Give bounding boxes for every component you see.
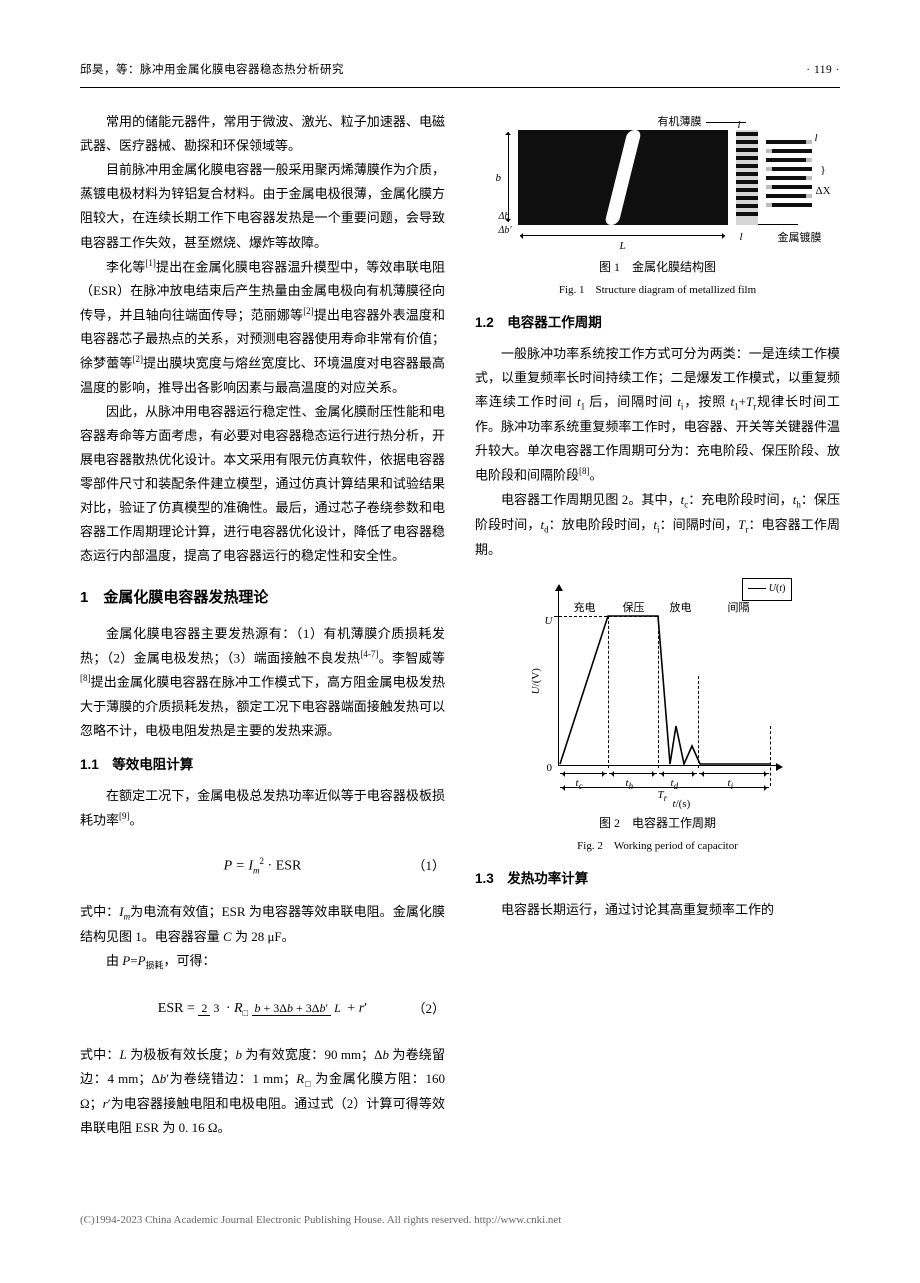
- subsection-heading: 1.1 等效电阻计算: [80, 753, 445, 778]
- waveform: [558, 586, 778, 766]
- figure-1-caption-zh: 图 1 金属化膜结构图: [475, 256, 840, 278]
- running-head: 邱昊，等：脉冲用金属化膜电容器稳态热分析研究 · 119 ·: [80, 60, 840, 88]
- para: 由 P=P损耗，可得：: [80, 949, 445, 974]
- equation-2: ESR = 23 · R□ b + 3Δb + 3Δb′L + r′ （2）: [80, 987, 445, 1031]
- para: 式中：Im为电流有效值；ESR 为电容器等效串联电阻。金属化膜结构见图 1。电容…: [80, 900, 445, 949]
- figure-1: 有机薄膜 l l }ΔX b: [475, 110, 840, 301]
- para: 李化等[1]提出在金属化膜电容器温升模型中，等效串联电阻（ESR）在脉冲放电结束…: [80, 255, 445, 400]
- para: 金属化膜电容器主要发热源有：（1）有机薄膜介质损耗发热；（2）金属电极发热；（3…: [80, 622, 445, 743]
- para: 常用的储能元器件，常用于微波、激光、粒子加速器、电磁武器、医疗器械、勘探和环保领…: [80, 110, 445, 158]
- page-footer: (C)1994-2023 China Academic Journal Elec…: [80, 1210, 840, 1230]
- figure-2-caption-en: Fig. 2 Working period of capacitor: [475, 836, 840, 856]
- para: 因此，从脉冲用电容器运行稳定性、金属化膜耐压性能和电容器寿命等方面考虑，有必要对…: [80, 400, 445, 568]
- figure-1-graphic: 有机薄膜 l l }ΔX b: [488, 110, 828, 250]
- runhead-left: 邱昊，等：脉冲用金属化膜电容器稳态热分析研究: [80, 60, 344, 81]
- para: 电容器长期运行，通过讨论其高重复频率工作的: [475, 898, 840, 922]
- runhead-right: · 119 ·: [806, 60, 840, 81]
- para: 在额定工况下，金属电极总发热功率近似等于电容器极板损耗功率[9]。: [80, 784, 445, 832]
- figure-1-caption-en: Fig. 1 Structure diagram of metallized f…: [475, 280, 840, 300]
- equation-1: P = Im2 · ESR （1）: [80, 844, 445, 888]
- figure-2: U(t) U/(V) U 0 t/(s) 充电 保压 放电 间隔 tc th: [475, 576, 840, 857]
- subsection-heading: 1.3 发热功率计算: [475, 867, 840, 892]
- para: 电容器工作周期见图 2。其中，tc：充电阶段时间，th：保压阶段时间，td：放电…: [475, 488, 840, 563]
- para: 一般脉冲功率系统按工作方式可分为两类：一是连续工作模式，以重复频率长时间持续工作…: [475, 342, 840, 488]
- figure-2-graphic: U(t) U/(V) U 0 t/(s) 充电 保压 放电 间隔 tc th: [518, 576, 798, 806]
- subsection-heading: 1.2 电容器工作周期: [475, 311, 840, 336]
- para: 式中：L 为极板有效长度；b 为有效宽度：90 mm；Δb 为卷绕留边：4 mm…: [80, 1043, 445, 1140]
- section-heading: 1 金属化膜电容器发热理论: [80, 584, 445, 612]
- two-column-body: 常用的储能元器件，常用于微波、激光、粒子加速器、电磁武器、医疗器械、勘探和环保领…: [80, 110, 840, 1180]
- figure-2-caption-zh: 图 2 电容器工作周期: [475, 812, 840, 834]
- para: 目前脉冲用金属化膜电容器一般采用聚丙烯薄膜作为介质，蒸镀电极材料为锌铝复合材料。…: [80, 158, 445, 254]
